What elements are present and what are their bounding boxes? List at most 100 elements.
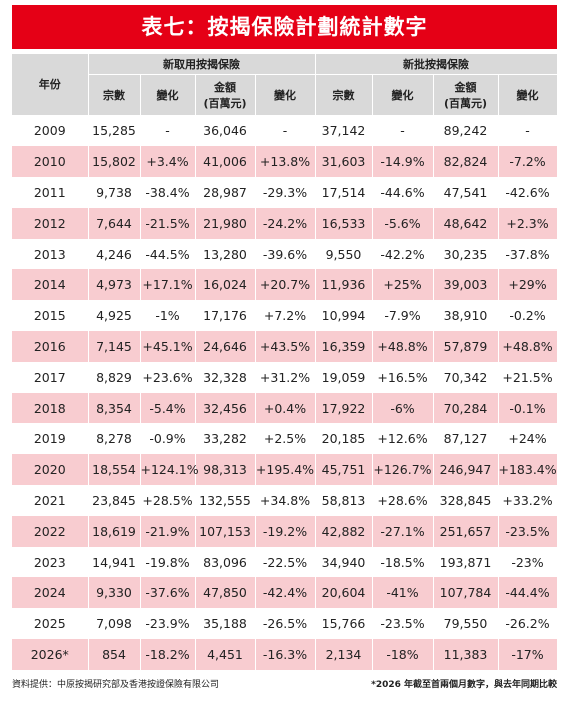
group-header: 新取用按揭保險 [88,54,316,75]
cell: 107,153 [195,515,256,547]
cell: -27.1% [372,515,434,547]
cell: 32,456 [195,392,256,424]
cell: 45,751 [315,454,373,486]
cell: - [372,115,434,147]
cell: -42.2% [372,238,434,270]
header-text: 變化 [516,89,539,102]
cell: - [498,115,558,147]
year-cell: 2025 [12,608,89,640]
container: 表七：按揭保險計劃統計數字 年份 新取用按揭保險 新批按揭保險 宗數 變化 金額 (百萬元)… [12,5,558,670]
data-row: 2019 8,278 -0.9% 33,282 +2.5% 20,185 +12.6% 87,… [12,423,558,455]
data-row: 2023 14,941 -19.8% 83,096 -22.5% 34,940 -18.5%… [12,546,558,578]
cell: 15,766 [315,608,373,640]
cell: 47,850 [195,577,256,609]
cell: 11,936 [315,269,373,301]
header-text: (百萬元) [443,97,488,110]
cell: +23.6% [140,361,196,393]
cell: 14,941 [88,546,141,578]
cell: 30,235 [433,238,499,270]
sub-header-row: 宗數 變化 金額 (百萬元) 變化 宗數 變化 金額 (百萬元) 變化 [12,74,558,115]
data-row: 2014 4,973 +17.1% 16,024 +20.7% 11,936 +25% 39,… [12,269,558,301]
header-cell: 變化 [140,74,196,115]
cell: 15,802 [88,146,141,178]
header-cell: 年份 [12,54,89,116]
cell: -5.6% [372,207,434,239]
cell: +33.2% [498,485,558,516]
cell: -6% [372,392,434,424]
cell: -44.4% [498,577,558,609]
data-row: 2018 8,354 -5.4% 32,456 +0.4% 17,922 -6% 70,284… [12,392,558,424]
header-text: 變化 [274,89,296,102]
cell: -44.6% [372,177,434,208]
cell: - [140,115,196,147]
cell: 7,644 [88,207,141,239]
data-row: 2025 7,098 -23.9% 35,188 -26.5% 15,766 -23.5% 7… [12,608,558,640]
cell: +124.1% [140,454,199,486]
cell: 70,342 [433,361,499,393]
cell: -16.3% [255,639,316,670]
cell: +28.6% [372,485,434,516]
cell: -21.5% [140,207,196,239]
cell: 83,096 [195,546,256,578]
cell: -38.4% [140,177,196,208]
cell: 38,910 [433,300,499,332]
cell: +21.5% [498,361,558,393]
cell: 16,359 [315,331,373,362]
year-cell: 2014 [12,269,89,301]
cell: +195.4% [255,454,316,486]
cell: 8,829 [88,361,141,393]
cell: 4,925 [88,300,141,332]
cell: - [255,115,316,147]
cell: 193,871 [433,546,499,578]
header-text: 宗數 [103,89,125,102]
cell: +126.7% [372,454,434,486]
title: 表七：按揭保險計劃統計數字 [12,5,557,49]
year-cell: 2019 [12,423,89,455]
cell: -23.5% [372,608,434,640]
cell: +13.8% [255,146,316,178]
cell: 4,246 [88,238,141,270]
data-row: 2009 15,285-36,046-37,142-89,242- [12,115,558,147]
cell: 107,784 [433,577,499,609]
cell: -0.2% [498,300,558,332]
cell: 17,922 [315,392,373,424]
cell: +0.4% [255,392,316,424]
cell: 328,845 [433,485,499,516]
data-row: 2013 4,246 -44.5% 13,280 -39.6% 9,550 -42.2% 30… [12,238,558,270]
cell: +34.8% [255,485,316,516]
cell: 13,280 [195,238,256,270]
cell: 18,619 [88,515,141,547]
year-cell: 2024 [12,577,89,609]
year-cell: 2023 [12,546,89,578]
cell: -39.6% [255,238,316,270]
cell: -29.3% [255,177,316,208]
cell: 47,541 [433,177,499,208]
cell: 11,383 [433,639,499,670]
cell: +29% [498,269,558,301]
cell: -19.8% [140,546,196,578]
cell: 36,046 [195,115,256,147]
cell: 20,185 [315,423,373,455]
cell: -18.5% [372,546,434,578]
cell: 33,282 [195,423,256,455]
cell: -0.1% [498,392,558,424]
cell: 98,313 [195,454,256,486]
header-text: 金額 [214,81,236,94]
header-text: 宗數 [332,89,355,102]
source: 資料提供：中原按揭研究部及香港按證保險有限公司 [12,680,220,690]
header-cell: 變化 [498,74,558,115]
cell: +48.8% [372,331,434,362]
cell: +20.7% [255,269,316,301]
cell: 79,550 [433,608,499,640]
group-header: 新批按揭保險 [315,54,558,75]
cell: 17,176 [195,300,256,332]
cell: 854 [88,639,141,670]
cell: -5.4% [140,392,196,424]
cell: 7,145 [88,331,141,362]
cell: 87,127 [433,423,499,455]
header-cell: 金額 (百萬元) [433,74,499,115]
cell: 4,451 [195,639,256,670]
cell: +2.5% [255,423,316,455]
header-text: (百萬元) [203,97,247,110]
data-row: 2021 23,845 +28.5% 132,555 +34.8% 58,813 +28.6… [12,485,558,516]
